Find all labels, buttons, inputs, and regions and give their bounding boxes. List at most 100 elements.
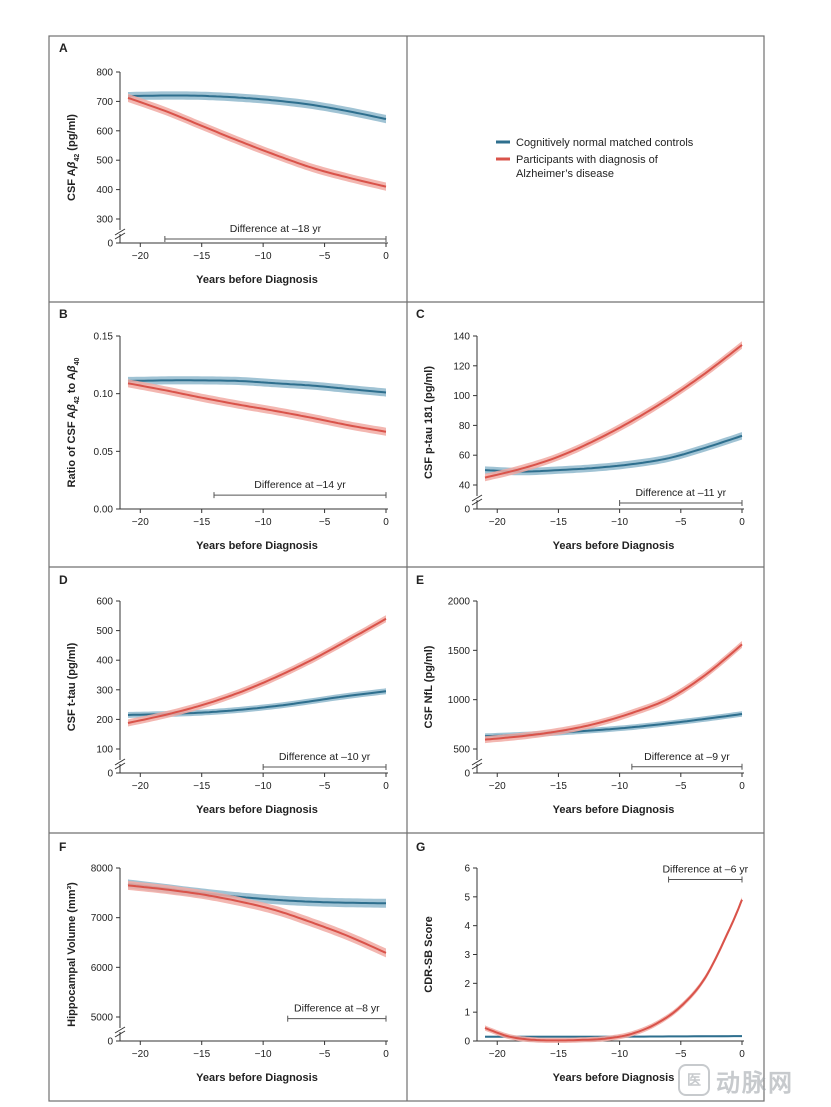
difference-annotation-label: Difference at –8 yr xyxy=(294,1003,380,1015)
panel-label-b: B xyxy=(59,307,68,321)
y-axis-label-part: CSF t-tau (pg/ml) xyxy=(66,642,78,731)
series-line-controls xyxy=(128,94,387,120)
y-tick-label: 1 xyxy=(464,1008,470,1019)
x-axis-label: Years before Diagnosis xyxy=(553,1072,675,1084)
panel-label-d: D xyxy=(59,573,68,587)
y-tick-label: 2 xyxy=(464,979,470,990)
x-tick-label: 0 xyxy=(739,781,745,792)
series-band-controls xyxy=(128,879,386,908)
y-axis-label-part: 42 xyxy=(74,396,81,404)
y-tick-label: 0.15 xyxy=(94,332,114,343)
y-tick-label: 500 xyxy=(96,626,113,637)
x-tick-label: 0 xyxy=(383,251,389,262)
x-axis-label: Years before Diagnosis xyxy=(196,540,318,552)
panel-label-c: C xyxy=(416,307,425,321)
x-tick-label: 0 xyxy=(383,781,389,792)
y-axis-label: Hippocampal Volume (mm³) xyxy=(66,882,78,1027)
y-tick-label: 500 xyxy=(453,745,470,756)
y-tick-label: 0.00 xyxy=(94,505,114,516)
y-tick-label: 800 xyxy=(96,68,113,79)
x-axis-label: Years before Diagnosis xyxy=(553,804,675,816)
y-tick-label: 8000 xyxy=(91,864,114,875)
series-band-ad xyxy=(128,93,386,191)
x-axis-label: Years before Diagnosis xyxy=(196,274,318,286)
x-tick-label: −5 xyxy=(319,1049,331,1060)
x-tick-label: −20 xyxy=(132,781,149,792)
panel-grid-frame xyxy=(48,35,765,1102)
y-tick-label: 0 xyxy=(107,239,113,250)
y-tick-label: 0 xyxy=(464,769,470,780)
series-line-controls xyxy=(484,434,743,473)
y-axis-break-mark xyxy=(471,498,483,506)
y-tick-label: 120 xyxy=(453,361,470,372)
x-tick-label: −10 xyxy=(255,1049,272,1060)
watermark-text: 动脉网 xyxy=(716,1068,794,1097)
y-tick-label: 1000 xyxy=(448,695,471,706)
y-axis-label-part: CDR-SB Score xyxy=(423,916,435,992)
y-axis-label-part: β xyxy=(66,161,78,169)
y-tick-label: 400 xyxy=(96,656,113,667)
series-line-ad xyxy=(127,382,387,433)
y-axis-break-mark xyxy=(471,494,483,502)
x-tick-label: −20 xyxy=(132,251,149,262)
difference-annotation-label: Difference at –14 yr xyxy=(254,479,346,491)
y-tick-label: 0 xyxy=(107,1037,113,1048)
series-line-ad xyxy=(484,899,743,1042)
x-axis-label: Years before Diagnosis xyxy=(196,804,318,816)
x-tick-label: −5 xyxy=(319,251,331,262)
y-axis-label-part: CSF NfL (pg/ml) xyxy=(423,645,435,728)
y-axis-break-mark xyxy=(114,228,126,236)
y-axis-label-part: Ratio of CSF A xyxy=(66,411,78,488)
series-line-ad xyxy=(127,617,387,724)
legend-controls-label: Cognitively normal matched controls xyxy=(516,137,694,149)
y-tick-label: 60 xyxy=(459,451,471,462)
x-tick-label: −5 xyxy=(319,517,331,528)
y-axis-break-mark xyxy=(114,1026,126,1034)
y-tick-label: 2000 xyxy=(448,597,471,608)
x-tick-label: −10 xyxy=(255,251,272,262)
x-tick-label: −15 xyxy=(550,517,567,528)
y-tick-label: 0 xyxy=(464,505,470,516)
y-axis-label-part: CSF p-tau 181 (pg/ml) xyxy=(423,366,435,479)
legend: Cognitively normal matched controls Part… xyxy=(496,137,694,180)
y-axis-label: CSF t-tau (pg/ml) xyxy=(66,642,78,731)
x-tick-label: −15 xyxy=(193,251,210,262)
series-band-ad xyxy=(485,897,742,1043)
x-tick-label: −15 xyxy=(193,517,210,528)
y-tick-label: 500 xyxy=(96,156,113,167)
x-tick-label: −10 xyxy=(611,517,628,528)
panel-a: A 0 300 400 500 600 700 800 −20 −15 −10 −5 0 Years be… xyxy=(59,41,389,286)
series-line-controls xyxy=(127,379,387,394)
y-axis-label-part: to A xyxy=(66,372,78,396)
panel-label-e: E xyxy=(416,573,424,587)
panel-e: E 0 500 1000 1500 2000 −20 −15 −10 −5 0 Years befor… xyxy=(416,573,745,816)
y-tick-label: 100 xyxy=(96,745,113,756)
x-tick-label: −10 xyxy=(611,781,628,792)
panel-label-a: A xyxy=(59,41,68,55)
y-axis-label-part: 40 xyxy=(74,357,81,365)
x-tick-label: −5 xyxy=(675,781,687,792)
x-axis-label: Years before Diagnosis xyxy=(553,540,675,552)
panel-g: G 0 1 2 3 4 5 6 −20 −15 −10 −5 0 Years before Diagnos… xyxy=(416,840,749,1084)
x-tick-label: −5 xyxy=(675,1049,687,1060)
x-tick-label: −20 xyxy=(132,1049,149,1060)
y-axis-label: CSF Aβ42 (pg/ml) xyxy=(66,114,81,201)
y-axis-label-part: Hippocampal Volume (mm³) xyxy=(66,882,78,1027)
y-axis-break-mark xyxy=(114,1030,126,1038)
x-tick-label: −15 xyxy=(550,781,567,792)
y-tick-label: 300 xyxy=(96,215,113,226)
y-tick-label: 200 xyxy=(96,715,113,726)
y-tick-label: 80 xyxy=(459,421,471,432)
y-tick-label: 5 xyxy=(464,892,470,903)
y-tick-label: 1500 xyxy=(448,646,471,657)
watermark-badge-icon: 医 xyxy=(678,1064,710,1096)
x-tick-label: −20 xyxy=(132,517,149,528)
y-tick-label: 5000 xyxy=(91,1013,114,1024)
y-axis-label-part: β xyxy=(66,404,78,412)
x-tick-label: 0 xyxy=(383,517,389,528)
y-axis-break-mark xyxy=(471,762,483,770)
y-tick-label: 300 xyxy=(96,685,113,696)
series-band-ad xyxy=(128,615,386,727)
x-tick-label: −20 xyxy=(489,517,506,528)
